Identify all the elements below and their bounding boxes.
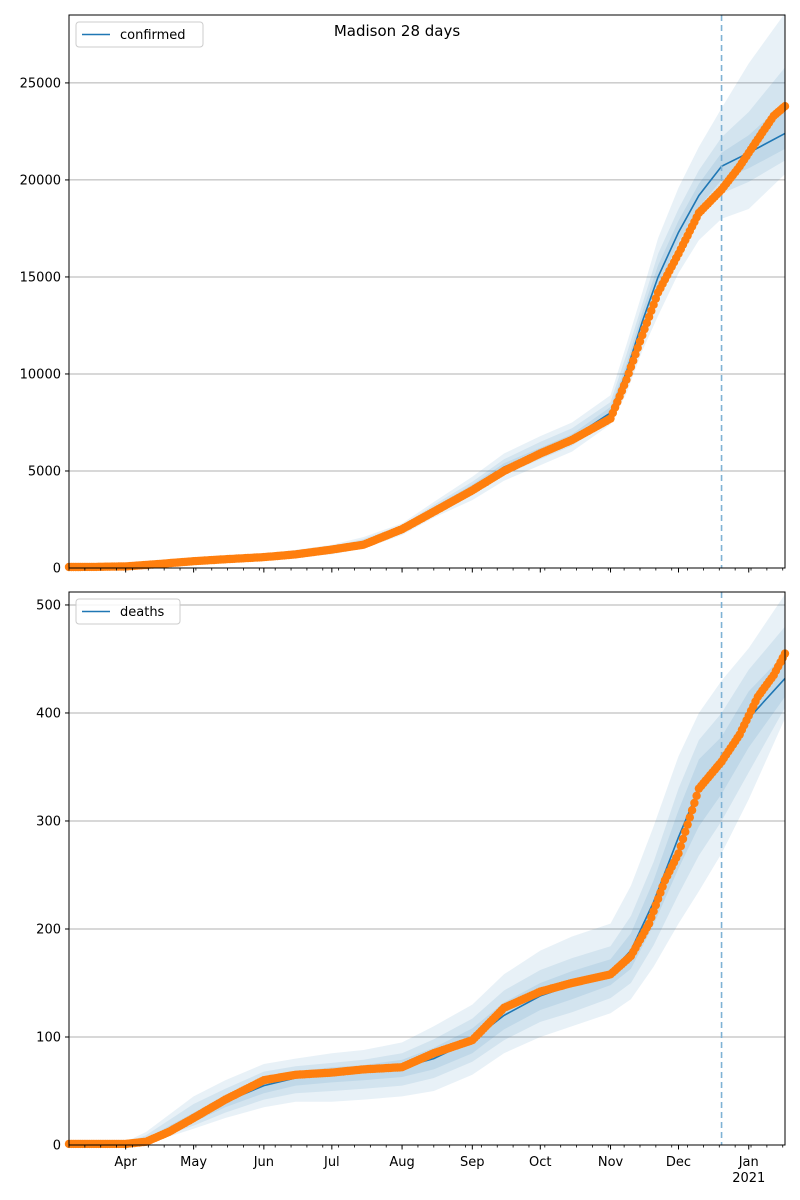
observed-point <box>626 362 636 372</box>
x-tick-label: Aug <box>389 1155 414 1170</box>
observed-point <box>685 813 694 822</box>
band-80-band <box>69 67 785 569</box>
observed-point <box>690 798 699 808</box>
confirmed-panel: 0 5000 10000 15000 20000 25000 confirmed <box>20 13 790 577</box>
observed-point <box>631 350 640 359</box>
legend: confirmed <box>75 21 204 48</box>
observed-point <box>635 337 645 346</box>
axes-frame <box>68 14 786 569</box>
legend-label: deaths <box>120 605 165 620</box>
observed-point <box>676 842 685 851</box>
deaths-panel: 0 100 200 300 400 500 Apr May Jun Jul Aug Sep Oct Nov… <box>36 591 790 1186</box>
band-50-band <box>69 102 785 569</box>
y-tick-label: 25000 <box>20 76 61 91</box>
legend: deaths <box>75 598 181 625</box>
y-tick-label: 20000 <box>20 173 61 188</box>
x-tick-label: Jul <box>323 1155 340 1170</box>
observed-point <box>629 356 638 365</box>
observed-point <box>633 343 642 353</box>
x-tick-label: Sep <box>460 1155 485 1170</box>
observed-point <box>678 834 688 844</box>
y-tick-label: 10000 <box>20 367 61 382</box>
y-tick-label: 5000 <box>28 464 61 479</box>
y-tick-label: 15000 <box>20 270 61 285</box>
observed-point <box>683 820 692 829</box>
observed-point <box>681 827 690 836</box>
y-tick-label: 400 <box>36 706 61 721</box>
x-tick-label: Oct <box>529 1155 551 1170</box>
y-tick-label: 0 <box>53 1139 61 1154</box>
x-tick-label: Apr <box>114 1155 137 1170</box>
x-tick-label: Dec <box>666 1155 691 1170</box>
axes-frame <box>68 591 786 1146</box>
observed-point <box>624 369 633 378</box>
observed-point <box>687 806 697 815</box>
chart-title: Madison 28 days <box>334 22 461 40</box>
y-tick-label: 200 <box>36 922 61 937</box>
band-95-band <box>69 13 785 569</box>
y-tick-label: 300 <box>36 814 61 829</box>
x-tick-label: Jun <box>253 1155 274 1170</box>
legend-box <box>75 598 181 625</box>
observed-point <box>692 791 701 800</box>
y-tick-label: 0 <box>53 562 61 577</box>
x-tick-label: Nov <box>598 1155 624 1170</box>
y-tick-label: 100 <box>36 1030 61 1045</box>
legend-box <box>75 21 204 48</box>
legend-label: confirmed <box>120 28 186 43</box>
band-95-band <box>69 594 785 1145</box>
observed-point <box>674 849 683 858</box>
x-tick-label: Jan <box>738 1155 759 1170</box>
x-year-label: 2021 <box>732 1171 765 1186</box>
y-tick-label: 500 <box>36 598 61 613</box>
observed-point <box>622 375 631 384</box>
x-tick-label: May <box>180 1155 207 1170</box>
